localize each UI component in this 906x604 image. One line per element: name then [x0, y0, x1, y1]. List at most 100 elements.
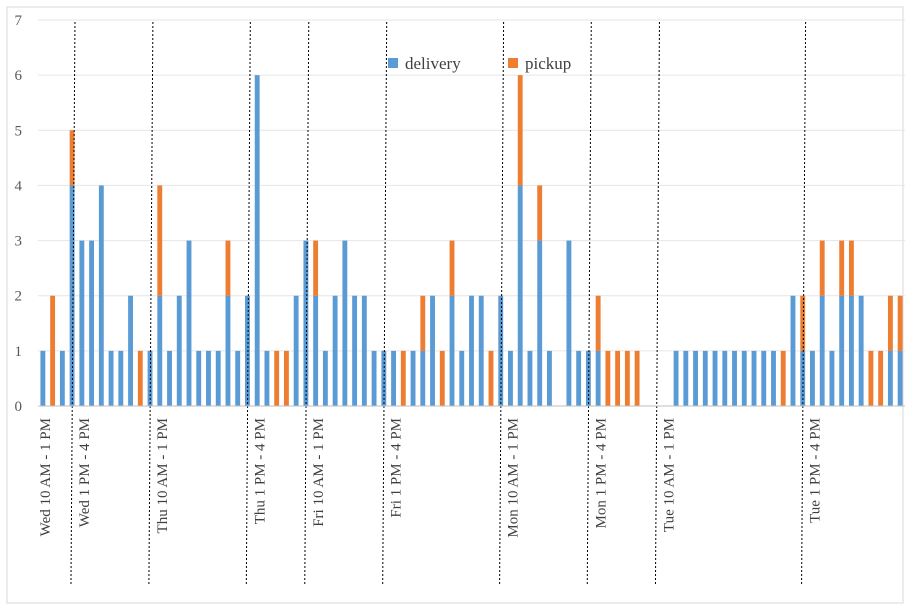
bar-delivery	[839, 295, 845, 406]
x-category-label: Wed 10 AM - 1 PM	[38, 418, 54, 536]
bar-delivery	[342, 240, 348, 406]
group-divider	[148, 21, 154, 585]
legend: delivery pickup	[388, 54, 571, 73]
bar-delivery	[508, 350, 513, 406]
bar-pickup	[537, 185, 543, 241]
bar-pickup	[274, 350, 280, 406]
bar-delivery	[313, 295, 319, 406]
y-tick-label: 1	[15, 344, 23, 360]
bar-delivery	[186, 240, 192, 406]
bar-delivery	[771, 350, 776, 406]
bar-pickup	[488, 350, 494, 406]
bar-delivery	[89, 240, 95, 406]
bar-delivery	[108, 350, 114, 406]
bar-pickup	[225, 240, 231, 296]
bar-delivery	[98, 185, 104, 406]
bar-delivery	[722, 350, 728, 406]
bar-delivery	[449, 295, 455, 406]
bar-pickup	[400, 350, 406, 406]
bar-pickup	[615, 350, 621, 406]
bar-delivery	[858, 295, 864, 406]
bar-pickup	[439, 350, 445, 406]
group-divider	[70, 21, 76, 585]
x-category-label: Thu 10 AM - 1 PM	[155, 418, 171, 533]
bar-delivery	[361, 295, 367, 406]
bar-delivery	[702, 350, 708, 406]
bar-delivery	[478, 295, 484, 406]
bar-pickup	[449, 240, 455, 296]
bar-pickup	[157, 185, 163, 296]
bar-delivery	[157, 295, 163, 406]
bar-delivery	[751, 350, 757, 406]
x-category-label: Tue 1 PM - 4 PM	[808, 418, 824, 523]
bar-delivery	[732, 350, 737, 406]
y-tick-label: 0	[15, 399, 23, 415]
bar-pickup	[595, 295, 601, 351]
bar-delivery	[517, 185, 523, 406]
bar-delivery	[527, 350, 533, 406]
bar-delivery	[196, 350, 202, 406]
bar-delivery	[469, 295, 474, 406]
chart-border	[6, 6, 904, 604]
bar-delivery	[264, 350, 270, 406]
bar-pickup	[69, 130, 75, 186]
x-category-label: Tue 10 AM - 1 PM	[661, 418, 677, 532]
x-category-label: Fri 1 PM - 4 PM	[389, 418, 405, 518]
bar-delivery	[819, 295, 825, 406]
bar-delivery	[40, 350, 46, 406]
bar-pickup	[887, 295, 893, 351]
group-divider	[304, 21, 310, 585]
bar-pickup	[897, 295, 903, 351]
bar-delivery	[537, 240, 543, 406]
group-divider	[382, 21, 388, 585]
bar-delivery	[303, 240, 309, 406]
group-dividers	[70, 21, 807, 585]
bar-pickup	[624, 350, 630, 406]
bar-delivery	[810, 350, 815, 406]
group-divider	[499, 21, 505, 585]
bar-delivery	[254, 75, 260, 407]
legend-swatch-pickup	[508, 58, 518, 68]
bar-delivery	[761, 350, 767, 406]
x-category-label: Mon 1 PM - 4 PM	[593, 418, 609, 528]
bar-delivery	[79, 240, 85, 406]
bar-pickup	[137, 350, 143, 406]
x-category-label: Fri 10 AM - 1 PM	[311, 418, 327, 527]
y-tick-label: 2	[15, 289, 23, 305]
bar-pickup	[420, 295, 426, 351]
bar-delivery	[391, 350, 397, 406]
x-category-label: Thu 1 PM - 4 PM	[252, 418, 268, 524]
bar-delivery	[245, 295, 250, 406]
bar-pickup	[313, 240, 319, 296]
y-tick-label: 4	[15, 178, 23, 194]
bar-delivery	[128, 295, 133, 406]
x-category-label: Mon 10 AM - 1 PM	[506, 418, 522, 538]
bar-delivery	[595, 350, 601, 406]
bar-pickup	[517, 75, 523, 186]
bar-pickup	[868, 350, 874, 406]
bar-delivery	[897, 350, 903, 406]
bar-delivery	[225, 295, 231, 406]
bar-delivery	[459, 350, 465, 406]
bar-delivery	[673, 350, 679, 406]
y-tick-label: 3	[15, 234, 23, 250]
bar-delivery	[693, 350, 698, 406]
bar-delivery	[352, 295, 358, 406]
bar-delivery	[69, 185, 75, 406]
bar-delivery	[498, 295, 504, 406]
legend-label-delivery: delivery	[405, 54, 461, 73]
y-tick-label: 5	[15, 123, 23, 139]
bar-delivery	[887, 350, 893, 406]
bar-pickup	[848, 240, 854, 296]
bar-delivery	[546, 350, 552, 406]
y-axis-ticks: 0 1 2 3 4 5 6 7	[15, 13, 23, 415]
bar-delivery	[566, 240, 572, 406]
bar-delivery	[167, 350, 172, 406]
bar-pickup	[283, 350, 289, 406]
bar-delivery	[410, 350, 416, 406]
bar-delivery	[332, 295, 338, 406]
bar-delivery	[371, 350, 377, 406]
y-tick-label: 7	[15, 13, 23, 29]
